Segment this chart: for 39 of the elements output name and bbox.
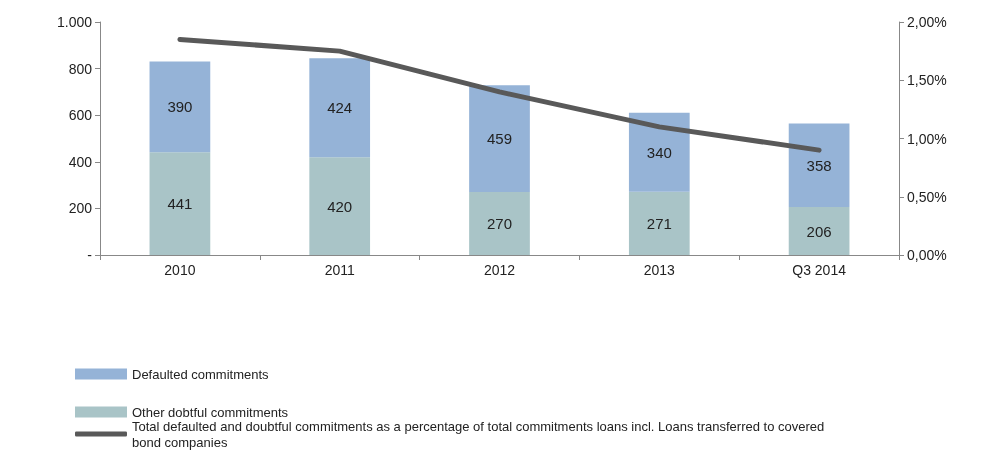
data-label: 206 [806, 222, 832, 240]
data-label: 420 [327, 197, 353, 215]
x-tick-label: 2011 [324, 262, 355, 278]
bar [628, 112, 690, 192]
bar [149, 61, 211, 153]
bar [628, 191, 690, 255]
y-tick-label: - [87, 247, 93, 263]
y-tick-label: 1.000 [56, 14, 93, 30]
bar [469, 192, 530, 255]
y-tick-label: 400 [68, 153, 93, 170]
x-tick-label: 2013 [643, 262, 676, 278]
data-label: 459 [486, 130, 513, 148]
x-tick-label: 2010 [164, 262, 196, 278]
data-label: 390 [167, 98, 193, 116]
y2-tick-label: 1,00% [907, 130, 947, 147]
data-label: 424 [327, 99, 353, 117]
bar [469, 85, 530, 193]
bar [788, 123, 850, 207]
data-label: 340 [646, 143, 672, 161]
legend-label: Defaulted commitments [132, 366, 270, 382]
legend-label: Other dobtful commitments [132, 404, 289, 420]
bar [149, 152, 211, 255]
x-tick-label: Q3 2014 [792, 262, 847, 278]
y-tick-label: 600 [68, 107, 93, 124]
y2-tick-label: 2,00% [907, 14, 947, 30]
x-tick-label: 2012 [483, 262, 516, 278]
data-label: 270 [486, 215, 513, 233]
y2-tick-label: 0,50% [907, 188, 947, 205]
bar [309, 157, 371, 255]
bar [788, 207, 850, 255]
y-tick-label: 800 [68, 60, 93, 77]
data-label: 441 [167, 195, 193, 213]
data-label: 358 [806, 156, 832, 174]
y2-tick-label: 0,00% [907, 247, 947, 263]
y-tick-label: 200 [68, 200, 93, 217]
legend-label: Total defaulted and doubtful commitments as a percentage of total commitments loans incl. Loans transferred to covered bond companies [132, 418, 825, 450]
data-label: 271 [646, 214, 672, 232]
y2-tick-label: 1,50% [907, 72, 947, 89]
bar [309, 58, 371, 158]
